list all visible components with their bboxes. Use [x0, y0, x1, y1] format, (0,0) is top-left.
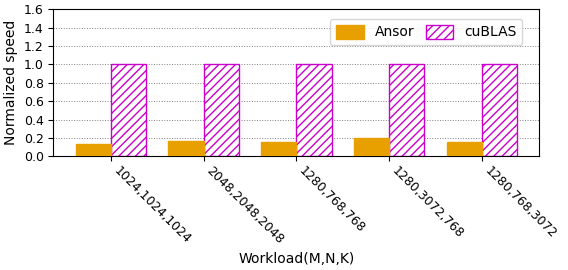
Bar: [482, 64, 517, 156]
X-axis label: Workload(M,N,K): Workload(M,N,K): [238, 252, 354, 266]
Bar: [446, 142, 482, 156]
Bar: [354, 138, 389, 156]
Bar: [76, 144, 111, 156]
Bar: [389, 64, 424, 156]
Bar: [261, 142, 296, 156]
Y-axis label: Normalized speed: Normalized speed: [4, 20, 18, 146]
Bar: [296, 64, 332, 156]
Legend: Ansor, cuBLAS: Ansor, cuBLAS: [331, 19, 523, 45]
Bar: [203, 64, 239, 156]
Bar: [111, 64, 146, 156]
Bar: [168, 141, 203, 156]
